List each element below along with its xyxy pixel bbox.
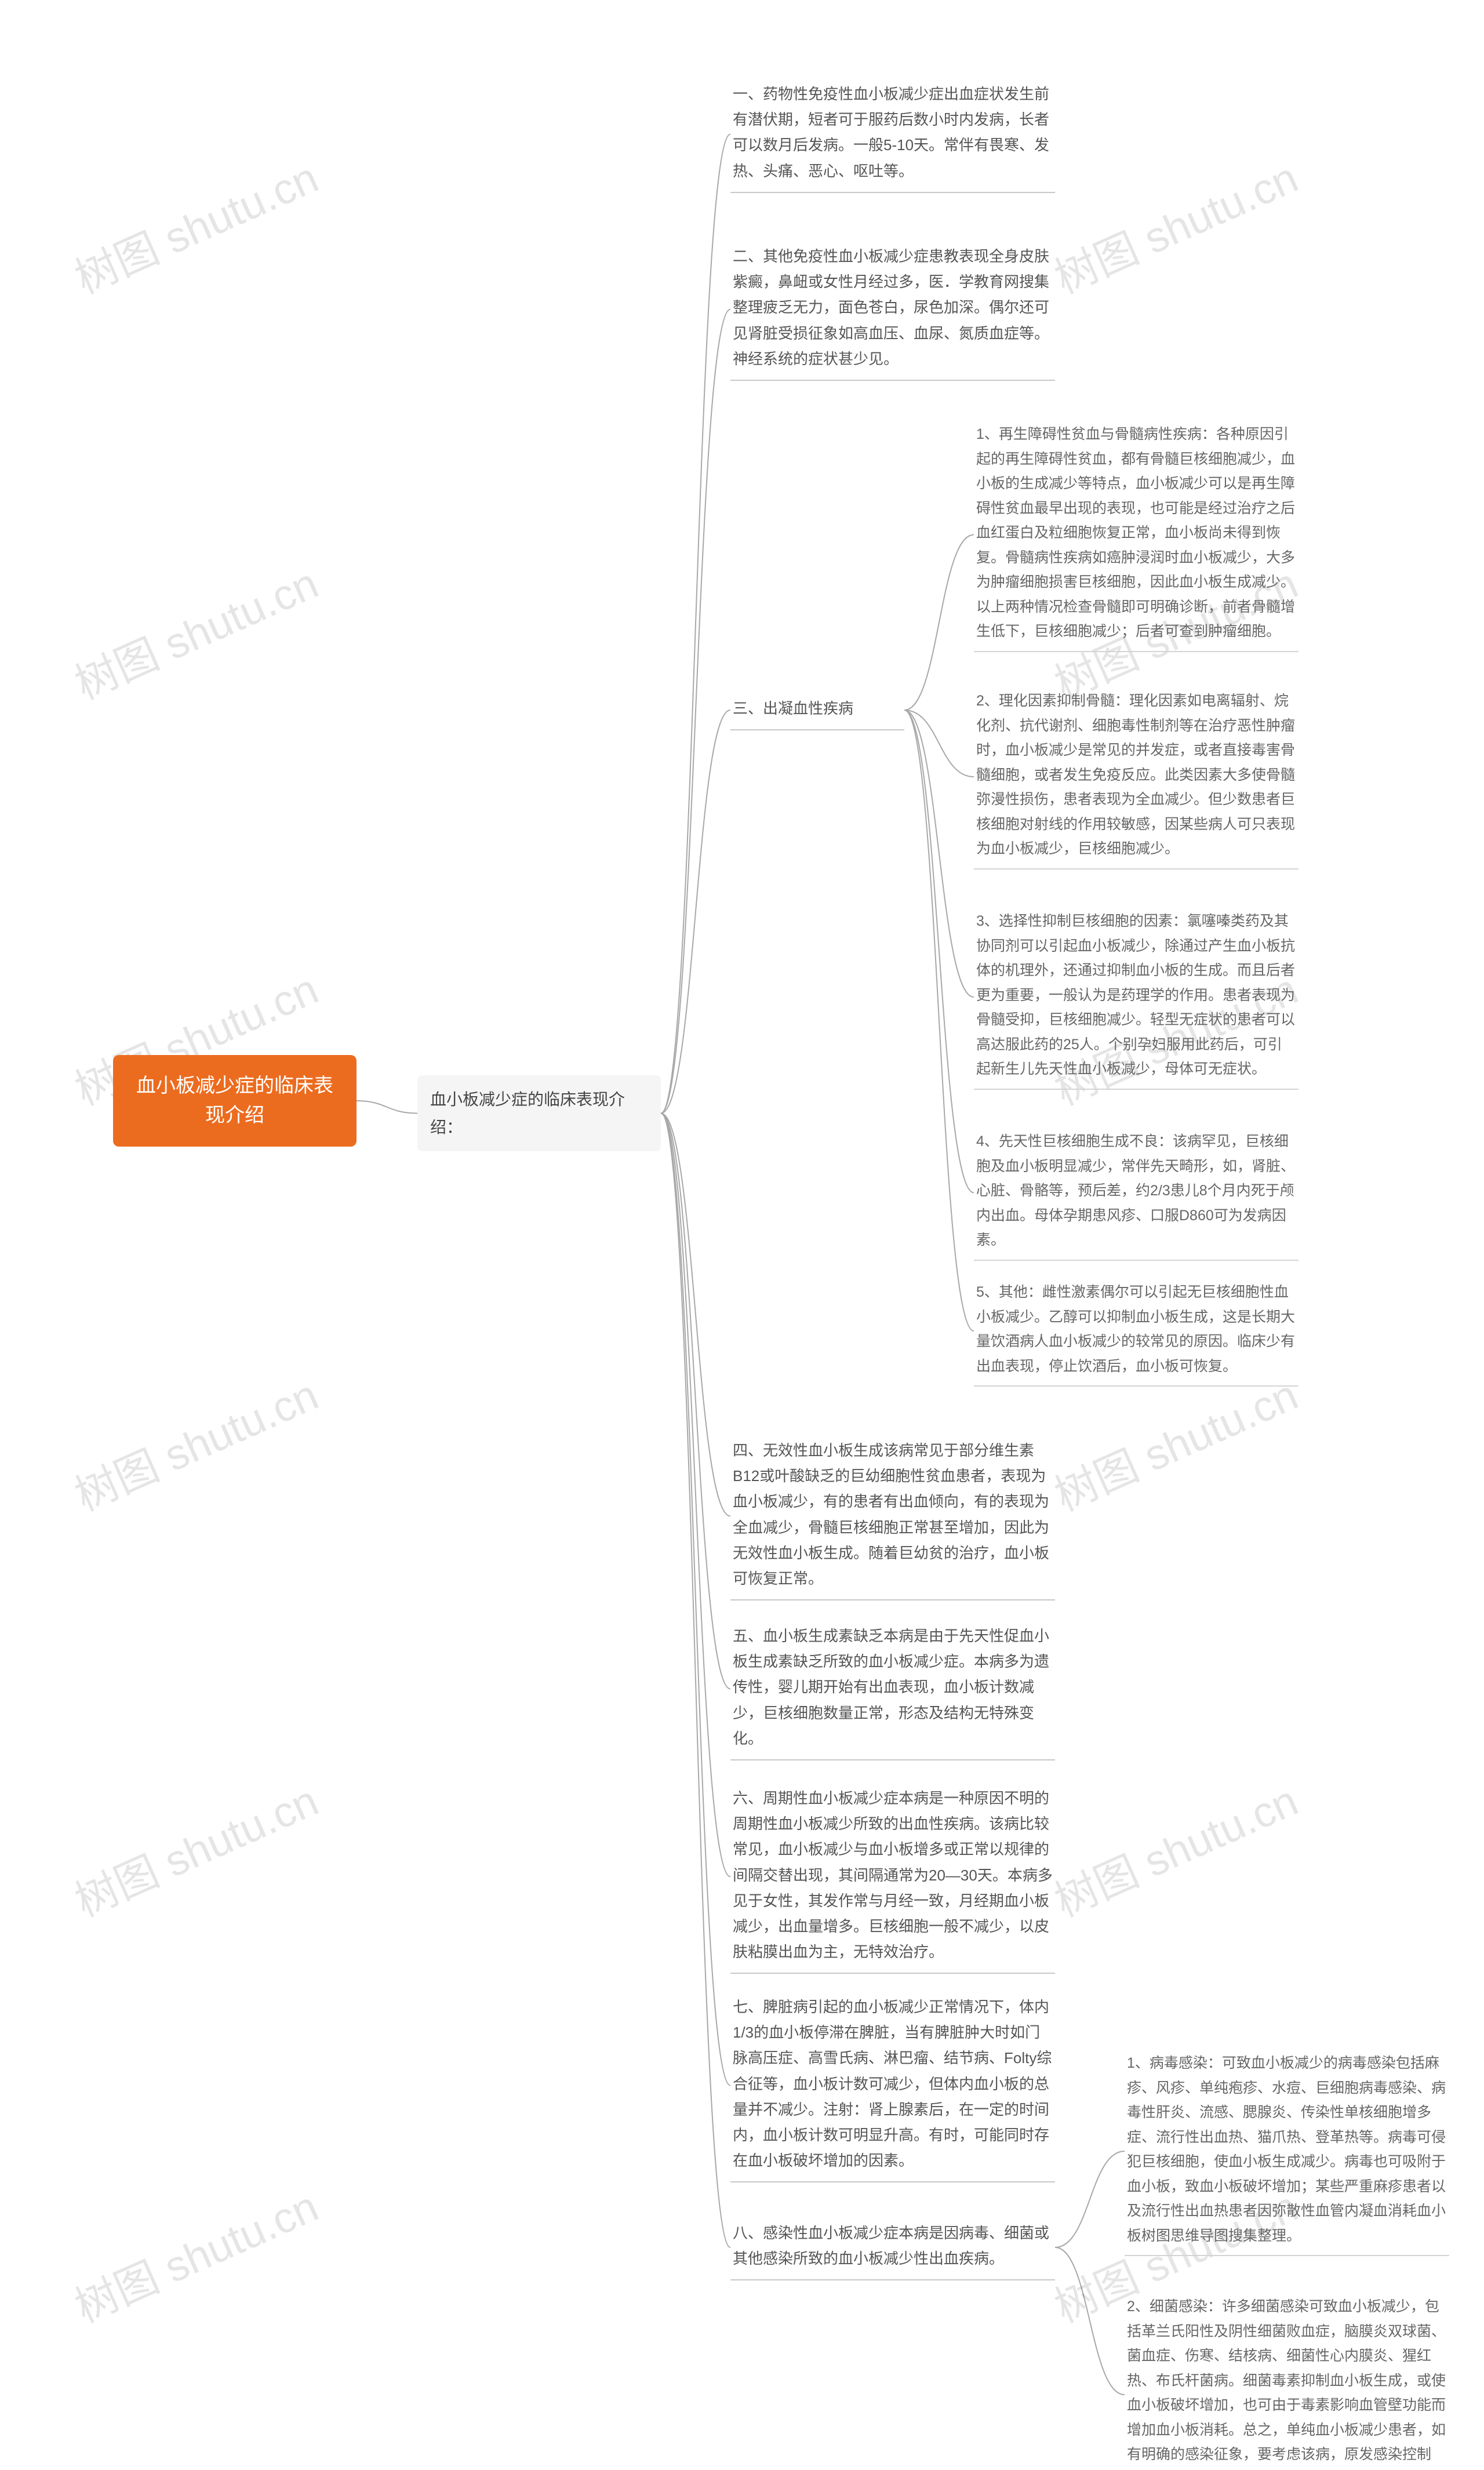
node-n6: 六、周期性血小板减少症本病是一种原因不明的周期性血小板减少所致的出血性疾病。该病… <box>730 1780 1055 1974</box>
node-n8a: 1、病毒感染：可致血小板减少的病毒感染包括麻疹、风疹、单纯疱疹、水痘、巨细胞病毒… <box>1125 2046 1449 2256</box>
node-n3a: 1、再生障碍性贫血与骨髓病性疾病：各种原因引起的再生障碍性贫血，都有骨髓巨核细胞… <box>974 417 1298 652</box>
node-n8: 八、感染性血小板减少症本病是因病毒、细菌或其他感染所致的血小板减少性出血疾病。 <box>730 2214 1055 2280</box>
node-n8b: 2、细菌感染：许多细菌感染可致血小板减少，包括革兰氏阳性及阴性细菌败血症，脑膜炎… <box>1125 2290 1449 2470</box>
node-n1: 一、药物性免疫性血小板减少症出血症状发生前有潜伏期，短者可于服药后数小时内发病，… <box>730 75 1055 193</box>
node-intro: 血小板减少症的临床表现介绍： <box>417 1075 661 1151</box>
node-n3e: 5、其他：雌性激素偶尔可以引起无巨核细胞性血小板减少。乙醇可以抑制血小板生成，这… <box>974 1275 1298 1387</box>
node-n7: 七、脾脏病引起的血小板减少正常情况下，体内1/3的血小板停滞在脾脏，当有脾脏肿大… <box>730 1988 1055 2182</box>
node-n3d: 4、先天性巨核细胞生成不良：该病罕见，巨核细胞及血小板明显减少，常伴先天畸形，如… <box>974 1125 1298 1261</box>
node-n5: 五、血小板生成素缺乏本病是由于先天性促血小板生成素缺乏所致的血小板减少症。本病多… <box>730 1617 1055 1760</box>
node-n3c: 3、选择性抑制巨核细胞的因素：氯噻嗪类药及其协同剂可以引起血小板减少，除通过产生… <box>974 904 1298 1090</box>
mindmap-canvas: 树图 shutu.cn树图 shutu.cn树图 shutu.cn树图 shut… <box>0 0 1484 2470</box>
node-n2: 二、其他免疫性血小板减少症患教表现全身皮肤紫癜，鼻衄或女性月经过多，医．学教育网… <box>730 238 1055 381</box>
node-n3b: 2、理化因素抑制骨髓：理化因素如电离辐射、烷化剂、抗代谢剂、细胞毒性制剂等在治疗… <box>974 684 1298 870</box>
node-n4: 四、无效性血小板生成该病常见于部分维生素B12或叶酸缺乏的巨幼细胞性贫血患者，表… <box>730 1432 1055 1600</box>
node-root: 血小板减少症的临床表现介绍 <box>113 1055 357 1147</box>
node-n3: 三、出凝血性疾病 <box>730 690 904 730</box>
